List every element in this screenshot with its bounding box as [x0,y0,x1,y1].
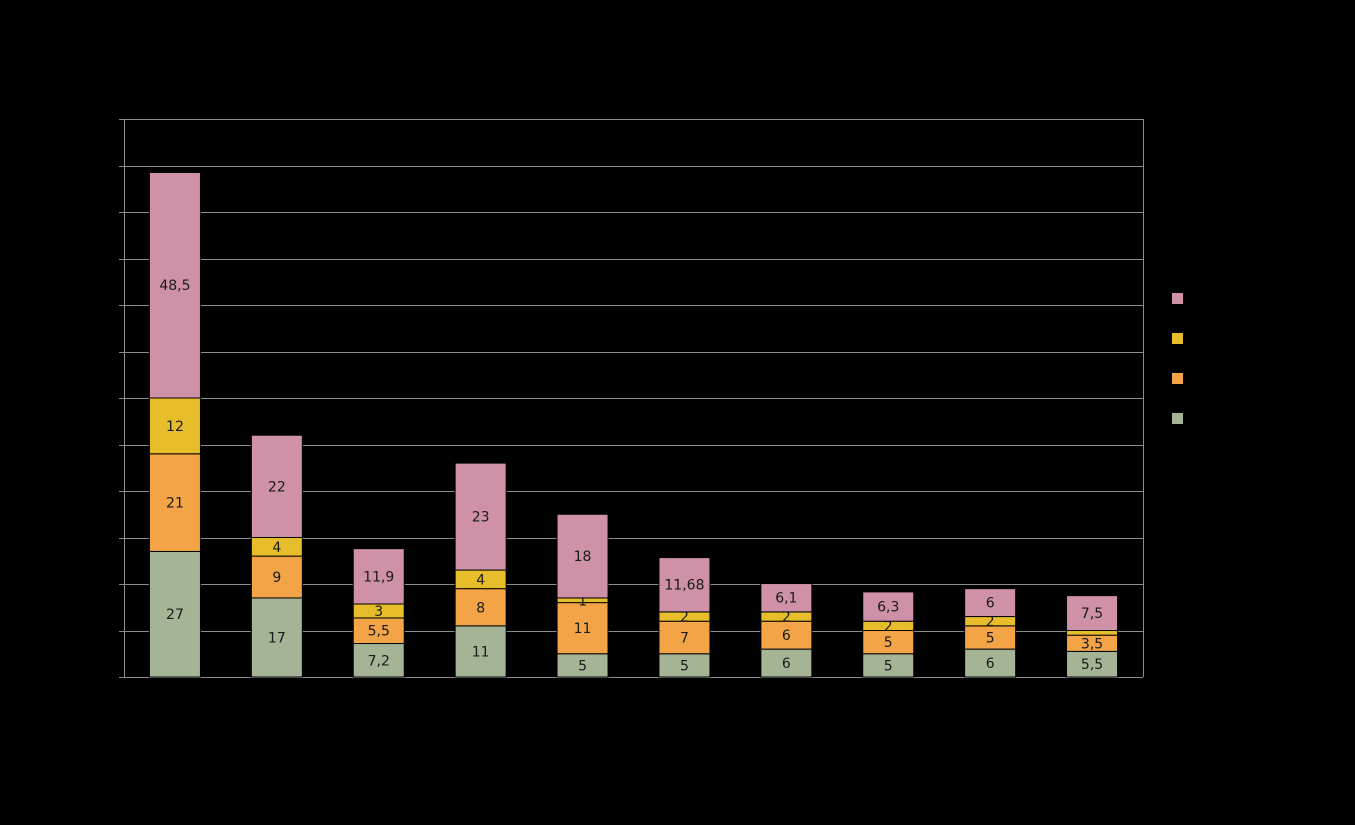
bar-segment [760,648,813,678]
data-label: 11 [574,621,592,637]
data-label: 7,2 [368,653,390,669]
data-label: 5 [884,635,893,651]
bar-segment [250,597,303,678]
legend [1172,293,1183,424]
bar-segment [556,513,609,599]
legend-item [1172,333,1183,344]
legend-swatch [1172,373,1183,384]
data-label: 6,1 [775,591,797,607]
data-label: 5 [986,630,995,646]
data-label: 48,5 [159,278,190,294]
legend-item [1172,293,1183,304]
bar-segment [760,583,813,613]
bar-stack: 5 7 2 11,68 [658,557,711,678]
bar-segment [556,602,609,655]
bar-segment [964,648,1017,678]
legend-item [1172,373,1183,384]
data-label: 7,5 [1081,606,1103,622]
data-label: 5,5 [1081,657,1103,673]
data-label: 4 [476,572,485,588]
data-label: 7 [680,630,689,646]
bar-stack: 5,5 3,5 7,5 [1066,595,1119,678]
data-label: 22 [268,479,286,495]
bar-segment [964,588,1017,618]
legend-item [1172,413,1183,424]
data-label: 2 [884,619,893,635]
data-label: 5,5 [368,624,390,640]
data-label: 21 [166,496,184,512]
data-label: 6 [782,656,791,672]
data-label: 18 [574,549,592,565]
bar-stack: 11 8 4 23 [454,462,507,678]
bar-stack: 27 21 12 48,5 [148,171,201,678]
bar-segment [760,620,813,650]
data-label: 6,3 [877,600,899,616]
legend-swatch [1172,293,1183,304]
data-label: 9 [272,570,281,586]
data-label: 5 [680,658,689,674]
data-label: 6 [986,596,995,612]
bar-segment [1066,650,1119,678]
data-label: 2 [986,614,995,630]
data-label: 6 [782,628,791,644]
bar-segment [454,462,507,571]
bar-segment [250,555,303,599]
bar-segment [658,557,711,613]
bar-segment [1066,595,1119,631]
data-label: 12 [166,419,184,435]
data-label: 6 [986,656,995,672]
bar-stack: 6 52 6 [964,588,1017,678]
data-label: 11,68 [664,578,704,594]
data-label: 17 [268,630,286,646]
bars: 27211248,51794227,25,5311,91184235111185… [148,171,1119,678]
bar-stack: 6 6 2 6,1 [760,583,813,678]
data-label: 3 [374,604,383,620]
data-label: 2 [680,610,689,626]
data-label: 5 [578,658,587,674]
bar-stack: 17 9 4 22 [250,434,303,678]
bar-segment [352,548,405,605]
data-label: 27 [166,607,184,623]
data-label: 3,5 [1081,636,1103,652]
bar-segment [352,617,405,645]
data-label: 11 [472,644,490,660]
data-label: 5 [884,658,893,674]
legend-swatch [1172,333,1183,344]
data-label: 11,9 [363,569,394,585]
bar-segment [862,591,915,622]
bar-segment [250,434,303,539]
bar-stack: 7,2 5,5 3 11,9 [352,548,405,678]
bar-segment [658,620,711,655]
data-label: 23 [472,510,490,526]
data-label: 1 [578,593,587,609]
bar-segment [148,171,201,399]
data-label: 2 [782,610,791,626]
bar-segment [1066,630,1119,636]
bar-segment [454,588,507,627]
data-label: 8 [476,600,485,616]
legend-swatch [1172,413,1183,424]
data-label: 4 [272,540,281,556]
bar-segment [148,550,201,678]
